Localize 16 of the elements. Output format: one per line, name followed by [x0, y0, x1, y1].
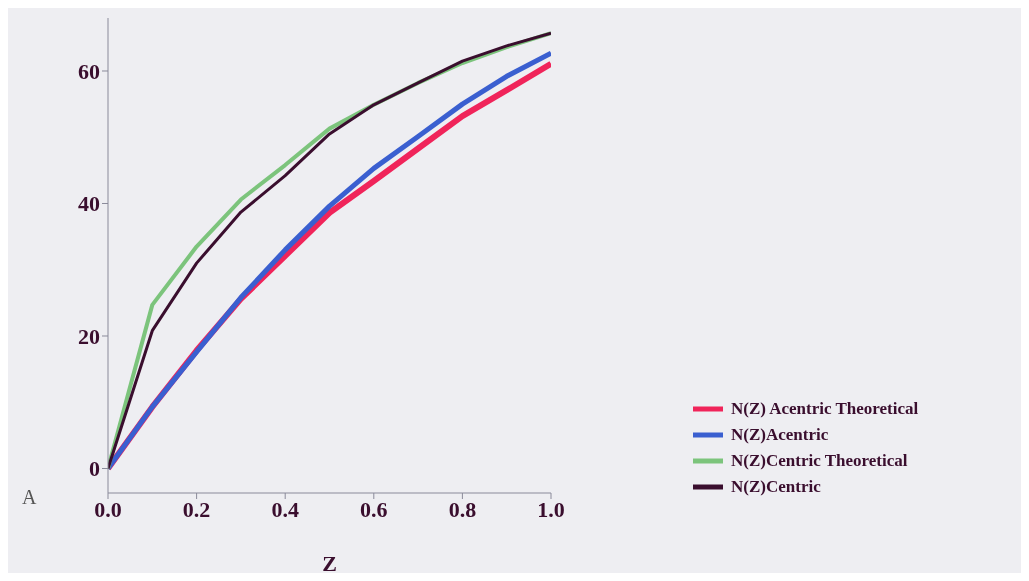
x-tick-label: 0.6 — [360, 496, 388, 522]
x-axis-title: Z — [322, 551, 337, 576]
x-tick-label: 0.0 — [94, 496, 122, 522]
legend-label: N(Z)Acentric — [731, 425, 829, 445]
text: A — [22, 486, 37, 509]
y-tick-label: 40 — [78, 191, 100, 217]
y-tick-label: 0 — [89, 456, 100, 482]
x-tick-label: 1.0 — [537, 496, 565, 522]
y-tick-label: 60 — [78, 58, 100, 84]
legend-label: N(Z) Acentric Theoretical — [731, 399, 919, 419]
x-tick-label: 0.8 — [448, 496, 477, 522]
legend-label: N(Z)Centric Theoretical — [731, 451, 908, 471]
x-tick-label: 0.4 — [271, 496, 299, 522]
legend-label: N(Z)Centric — [731, 477, 821, 497]
x-tick-label: 0.2 — [182, 496, 211, 522]
y-tick-label: 20 — [78, 323, 100, 349]
